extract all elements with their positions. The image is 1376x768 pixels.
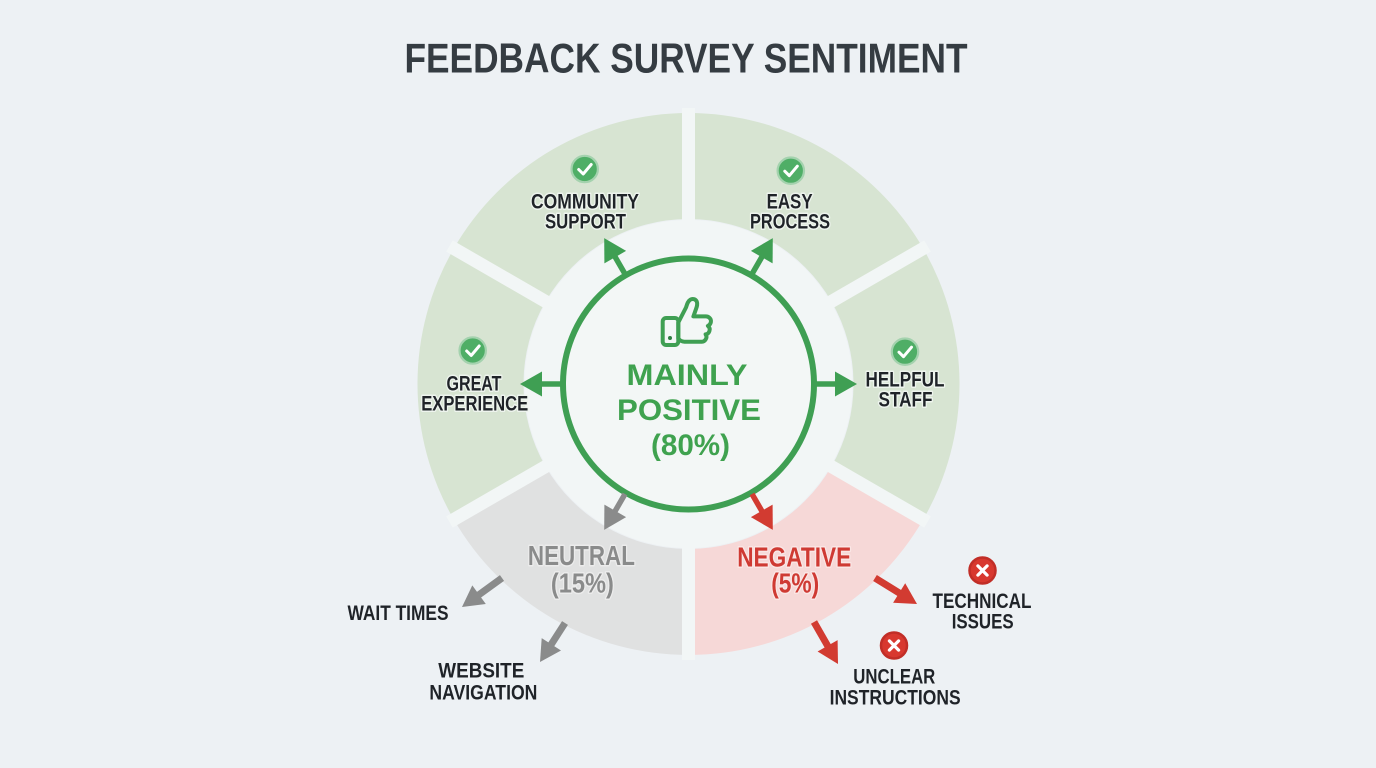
svg-text:NAVIGATION: NAVIGATION bbox=[429, 682, 537, 705]
svg-text:GREAT: GREAT bbox=[447, 373, 502, 396]
svg-text:POSITIVE: POSITIVE bbox=[617, 394, 761, 427]
svg-text:ISSUES: ISSUES bbox=[952, 611, 1014, 634]
svg-text:NEGATIVE: NEGATIVE bbox=[737, 541, 851, 572]
svg-text:EXPERIENCE: EXPERIENCE bbox=[421, 392, 528, 415]
svg-text:STAFF: STAFF bbox=[879, 389, 933, 412]
svg-text:NEUTRAL: NEUTRAL bbox=[528, 540, 635, 571]
svg-text:SUPPORT: SUPPORT bbox=[545, 211, 626, 234]
svg-text:(5%): (5%) bbox=[771, 568, 819, 599]
svg-text:COMMUNITY: COMMUNITY bbox=[531, 191, 639, 214]
svg-text:TECHNICAL: TECHNICAL bbox=[933, 590, 1032, 613]
svg-text:WAIT TIMES: WAIT TIMES bbox=[348, 602, 449, 625]
svg-text:PROCESS: PROCESS bbox=[750, 211, 830, 234]
svg-text:MAINLY: MAINLY bbox=[627, 359, 748, 392]
svg-text:EASY: EASY bbox=[767, 191, 813, 214]
svg-text:WEBSITE: WEBSITE bbox=[438, 660, 524, 683]
svg-text:(15%): (15%) bbox=[551, 568, 614, 599]
svg-text:FEEDBACK SURVEY SENTIMENT: FEEDBACK SURVEY SENTIMENT bbox=[405, 35, 968, 82]
svg-text:(80%): (80%) bbox=[651, 429, 730, 462]
svg-text:INSTRUCTIONS: INSTRUCTIONS bbox=[830, 686, 961, 709]
svg-text:UNCLEAR: UNCLEAR bbox=[853, 666, 935, 689]
svg-text:HELPFUL: HELPFUL bbox=[866, 369, 945, 392]
